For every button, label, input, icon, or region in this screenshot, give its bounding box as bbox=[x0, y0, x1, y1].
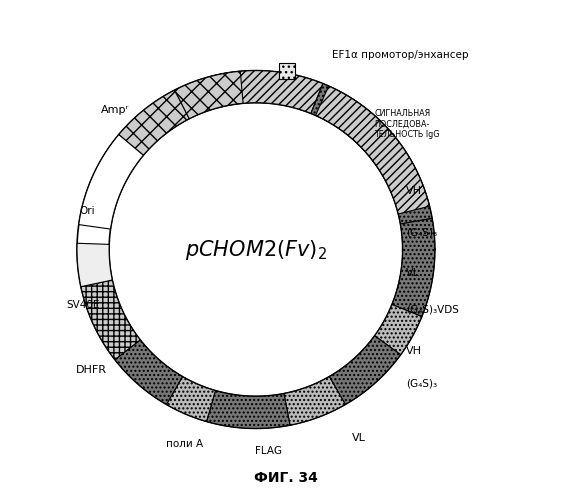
Polygon shape bbox=[79, 135, 143, 229]
Text: (G₄S)₃: (G₄S)₃ bbox=[407, 379, 437, 389]
Text: (G₄S)₃: (G₄S)₃ bbox=[407, 227, 437, 237]
Text: VH: VH bbox=[407, 346, 423, 356]
Polygon shape bbox=[316, 86, 429, 214]
Text: Ori: Ori bbox=[80, 206, 95, 216]
Polygon shape bbox=[167, 377, 215, 422]
Text: DHFR: DHFR bbox=[76, 365, 107, 375]
Polygon shape bbox=[119, 90, 189, 155]
Text: SV40E: SV40E bbox=[66, 300, 99, 310]
Polygon shape bbox=[375, 304, 422, 355]
Polygon shape bbox=[311, 84, 432, 224]
Polygon shape bbox=[284, 377, 345, 425]
Text: VL: VL bbox=[352, 433, 366, 443]
Polygon shape bbox=[175, 71, 243, 119]
Polygon shape bbox=[210, 71, 323, 113]
Polygon shape bbox=[77, 71, 435, 428]
Polygon shape bbox=[329, 336, 401, 404]
Polygon shape bbox=[115, 340, 183, 404]
Text: $pCHOM2(Fv)_2$: $pCHOM2(Fv)_2$ bbox=[185, 238, 327, 261]
Text: EF1α промотор/энхансер: EF1α промотор/энхансер bbox=[332, 49, 469, 59]
FancyBboxPatch shape bbox=[279, 63, 295, 79]
Text: FLAG: FLAG bbox=[255, 446, 282, 456]
Text: VH: VH bbox=[407, 186, 423, 196]
Text: (G₄S)₃VDS: (G₄S)₃VDS bbox=[407, 305, 459, 315]
Text: поли A: поли A bbox=[166, 440, 203, 450]
Polygon shape bbox=[392, 219, 435, 316]
Text: VL: VL bbox=[407, 267, 420, 277]
Text: Ampʳ: Ampʳ bbox=[100, 105, 129, 115]
Text: СИГНАЛЬНАЯ
ПОСЛЕДОВА-
ТЕЛЬНОСТЬ IgG: СИГНАЛЬНАЯ ПОСЛЕДОВА- ТЕЛЬНОСТЬ IgG bbox=[375, 109, 440, 139]
Polygon shape bbox=[207, 391, 290, 428]
Text: ФИГ. 34: ФИГ. 34 bbox=[254, 472, 317, 486]
Polygon shape bbox=[77, 243, 112, 287]
Polygon shape bbox=[81, 280, 140, 360]
